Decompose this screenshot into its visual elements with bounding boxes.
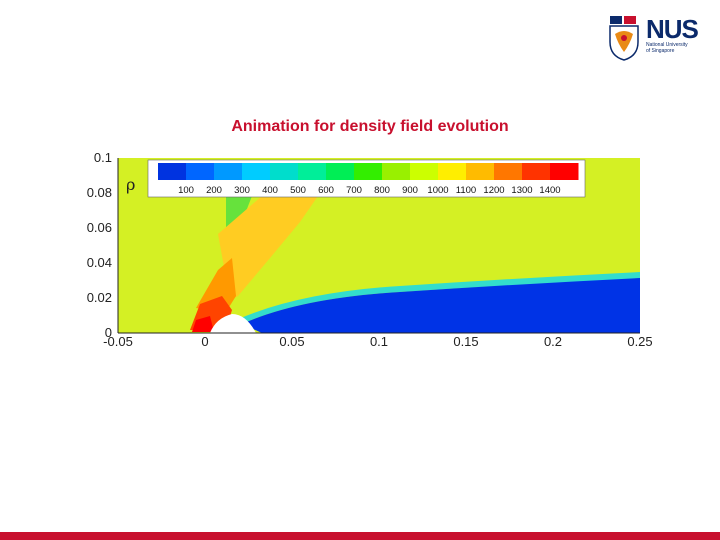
y-tick-label: 0.06	[87, 220, 112, 235]
colorbar-legend: ρ 100 200 300 400 500 600 700 800 900 1000 1100 120…	[126, 159, 586, 198]
footer-bar	[0, 532, 720, 540]
x-tick-label: 0.1	[370, 334, 388, 349]
colorbar-swatch	[466, 163, 495, 180]
colorbar-swatch	[410, 163, 439, 180]
y-tick-label: 0.02	[87, 290, 112, 305]
colorbar-swatch	[494, 163, 523, 180]
y-tick-label: 0.08	[87, 185, 112, 200]
field-plume-yellow	[218, 196, 318, 300]
nus-logo: NUS National University of Singapore	[608, 14, 699, 62]
colorbar-level-label: 700	[346, 185, 362, 196]
colorbar-swatch	[186, 163, 215, 180]
colorbar-level-label: 500	[290, 185, 306, 196]
solid-body	[210, 314, 256, 333]
colorbar-level-label: 1300	[511, 185, 532, 196]
field-peak	[192, 316, 214, 332]
y-tick-label: 0	[105, 325, 112, 340]
field-plume-orange	[196, 258, 236, 312]
field-wake	[242, 278, 640, 333]
colorbar-level-label: 900	[402, 185, 418, 196]
x-tick-label: 0.05	[279, 334, 304, 349]
colorbar-swatch	[214, 163, 243, 180]
x-tick-label: -0.05	[103, 334, 133, 349]
colorbar-level-label: 1100	[456, 185, 476, 196]
colorbar-swatch	[438, 163, 467, 180]
colorbar-swatch	[382, 163, 411, 180]
colorbar-swatch	[158, 163, 187, 180]
colorbar-level-label: 400	[262, 185, 278, 196]
logo-wordmark: NUS	[646, 14, 699, 44]
colorbar-level-label: 1200	[483, 185, 504, 196]
colorbar-swatch	[550, 163, 579, 180]
colorbar-swatch	[522, 163, 551, 180]
colorbar-level-label: 300	[234, 185, 250, 196]
colorbar-level-label: 1000	[427, 185, 448, 196]
colorbar-level-label: 200	[206, 185, 222, 196]
colorbar-swatch	[270, 163, 299, 180]
colorbar-swatch	[326, 163, 355, 180]
colorbar-level-label: 800	[374, 185, 390, 196]
colorbar-level-label: 600	[318, 185, 334, 196]
x-tick-label: 0.25	[627, 334, 652, 349]
colorbar-level-label: 1400	[539, 185, 560, 196]
field-wake-edge	[236, 272, 640, 324]
y-tick-label: 0.1	[94, 150, 112, 165]
x-tick-label: 0.15	[453, 334, 478, 349]
x-tick-label: 0.2	[544, 334, 562, 349]
colorbar-swatch	[242, 163, 271, 180]
colorbar-level-label: 100	[178, 185, 194, 196]
colorbar-swatch	[354, 163, 383, 180]
x-tick-label: 0	[201, 334, 208, 349]
slide-title: Animation for density field evolution	[231, 118, 509, 135]
logo-subtitle: National University of Singapore	[646, 42, 688, 54]
nus-crest-icon	[609, 16, 639, 61]
legend-variable: ρ	[126, 175, 135, 194]
y-tick-label: 0.04	[87, 255, 112, 270]
colorbar-swatch	[298, 163, 327, 180]
